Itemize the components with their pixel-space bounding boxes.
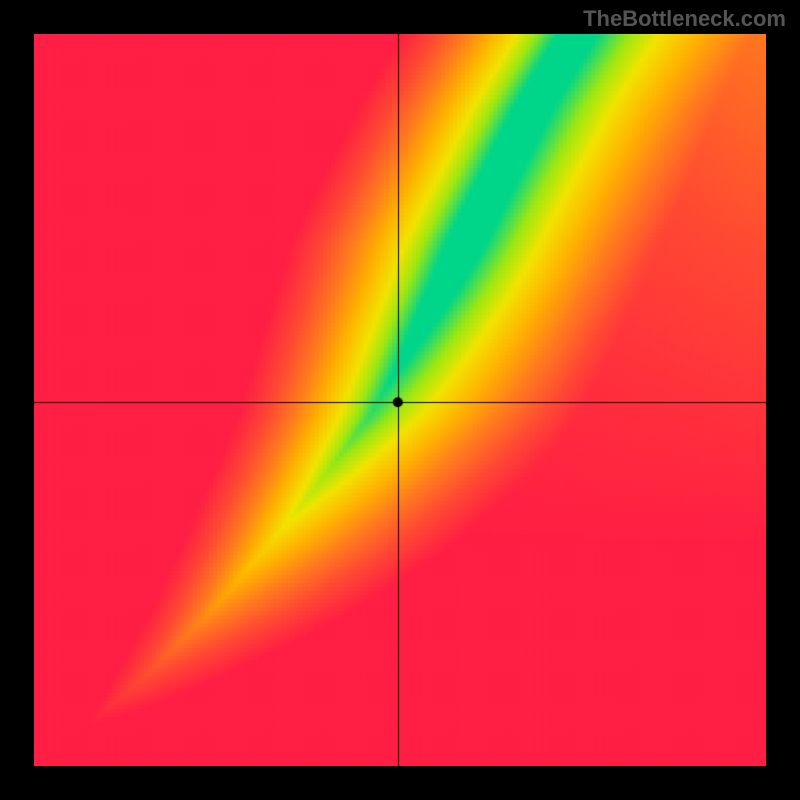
root-container: TheBottleneck.com: [0, 0, 800, 800]
bottleneck-heatmap: [34, 34, 766, 766]
watermark-text: TheBottleneck.com: [583, 6, 786, 32]
